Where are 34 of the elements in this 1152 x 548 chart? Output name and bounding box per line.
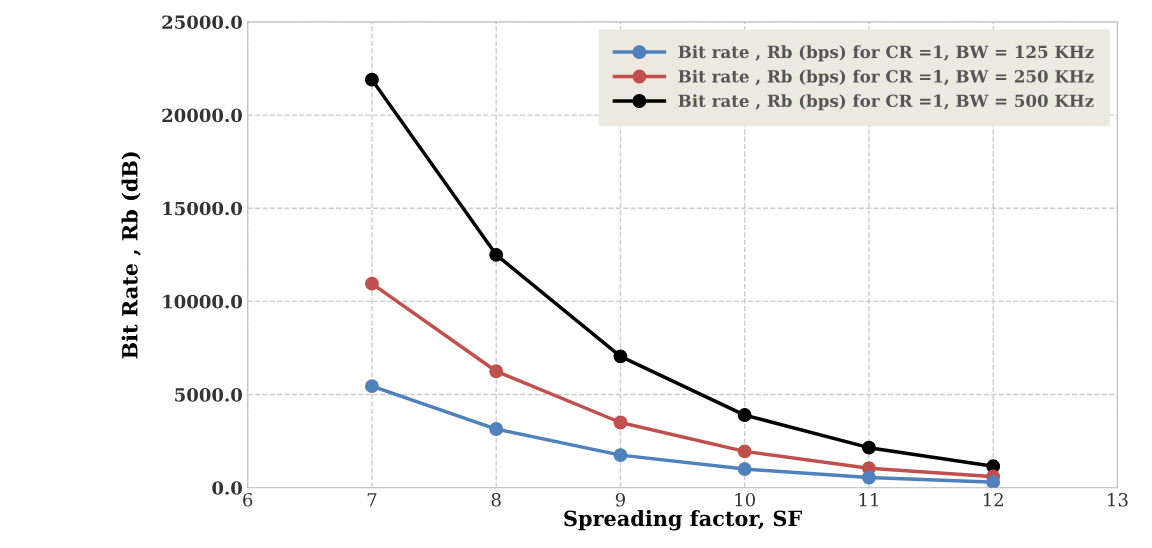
x-tick-label: 6 (243, 492, 253, 507)
x-axis-title: Spreading factor, SF (564, 510, 802, 531)
point (986, 475, 1001, 488)
point (737, 444, 752, 459)
x-tick-label: 13 (1108, 492, 1128, 507)
point (489, 364, 504, 379)
x-tick-label: 11 (859, 492, 878, 507)
legend-label: Bit rate , Rb (bps) for CR =1, BW = 500 KHz (678, 94, 1094, 111)
x-tick-label: 8 (491, 492, 501, 507)
y-axis-title: Bit Rate , Rb (dB) (121, 152, 141, 359)
x-tick-label: 9 (615, 492, 625, 507)
point (613, 415, 628, 430)
x-tick-label: 12 (983, 492, 1003, 507)
point (364, 379, 379, 394)
point (613, 448, 628, 463)
legend-label: Bit rate , Rb (bps) for CR =1, BW = 125 KHz (678, 45, 1094, 62)
point (861, 470, 876, 485)
x-tick-label: 10 (735, 492, 755, 507)
x-tick-label: 7 (367, 493, 377, 507)
point (364, 276, 379, 291)
y-tick-label: 5000.0 (175, 388, 242, 402)
point (737, 408, 752, 423)
point (861, 440, 876, 455)
y-tick-label: 20000.0 (162, 108, 242, 123)
y-tick-label: 25000.0 (162, 15, 242, 30)
y-tick-label: 0.0 (212, 481, 242, 495)
legend-label: Bit rate , Rb (bps) for CR =1, BW = 250 KHz (678, 69, 1094, 86)
y-tick-label: 15000.0 (163, 201, 242, 216)
point (489, 247, 504, 262)
point (489, 422, 504, 436)
point (613, 349, 628, 364)
y-tick-label: 10000.0 (163, 294, 242, 309)
point (364, 72, 379, 87)
point (737, 462, 752, 477)
